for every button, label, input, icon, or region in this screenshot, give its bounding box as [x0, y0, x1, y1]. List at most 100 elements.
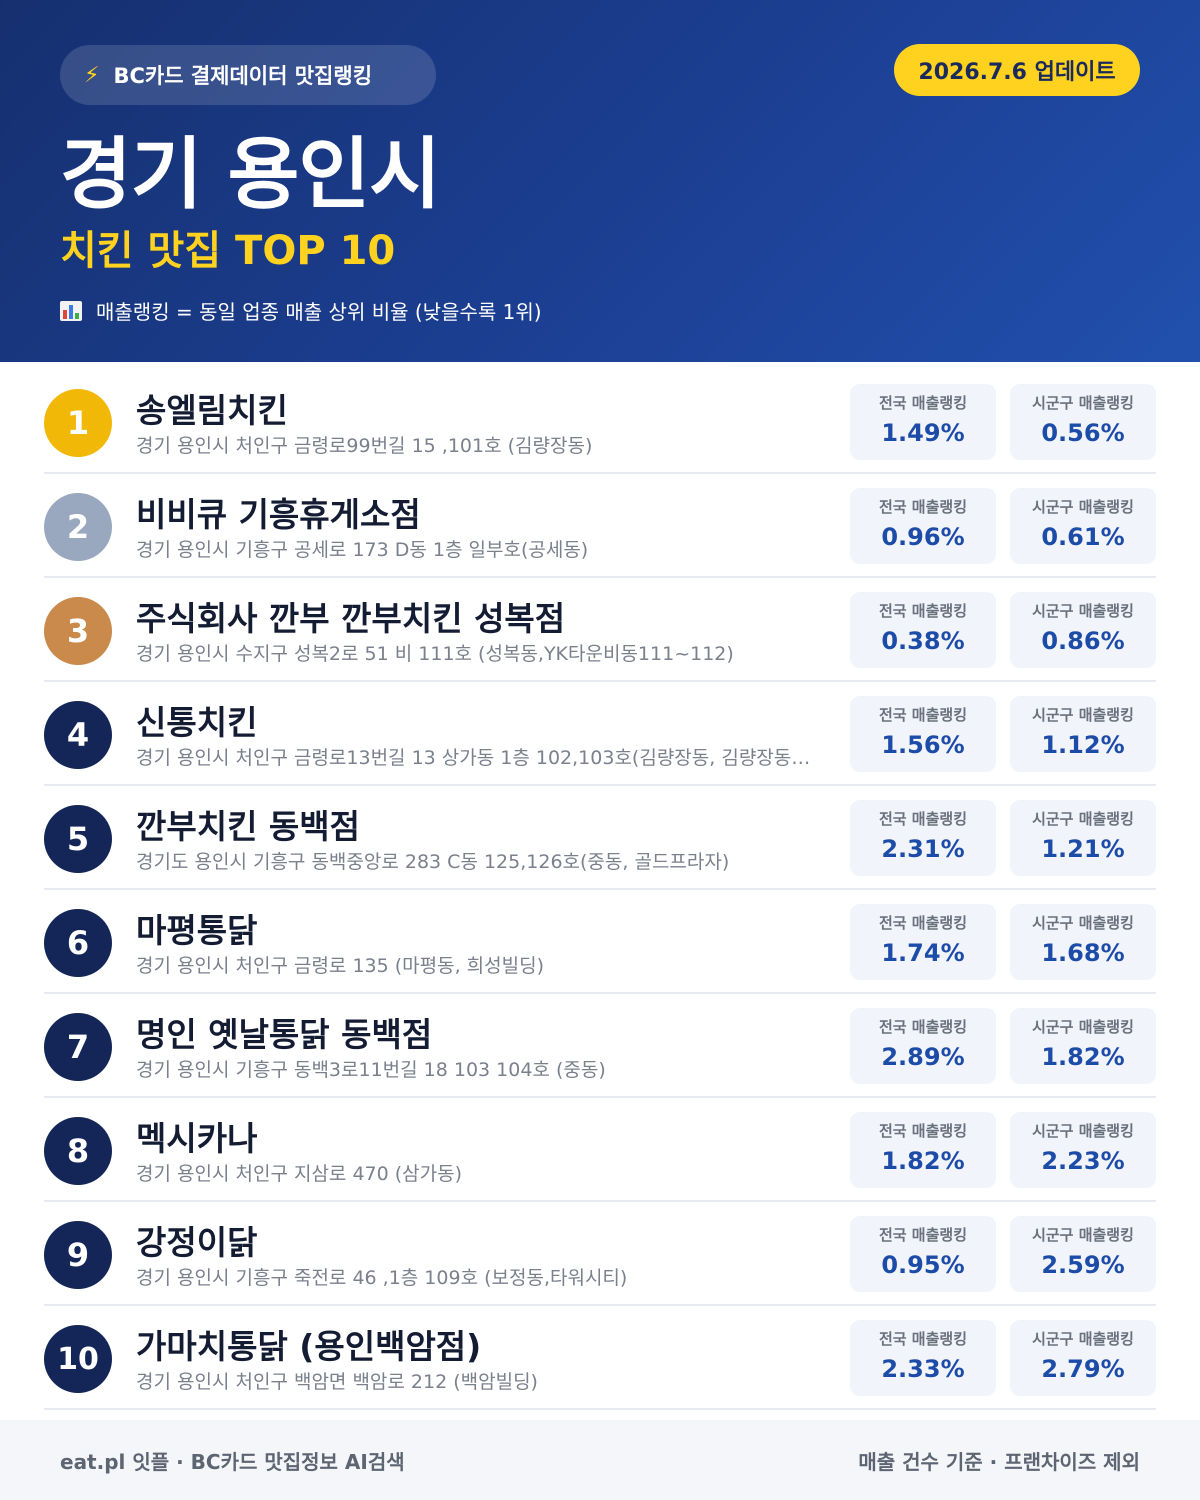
local-rank-label: 시군구 매출랭킹 [1032, 1018, 1134, 1036]
national-rank-label: 전국 매출랭킹 [878, 498, 968, 516]
rank-badge: 1 [44, 389, 112, 457]
national-rank-value: 0.95% [881, 1251, 965, 1279]
bar-chart-icon [60, 300, 82, 321]
local-rank-value: 2.59% [1041, 1251, 1125, 1279]
local-rank-box: 시군구 매출랭킹 0.61% [1010, 488, 1156, 564]
local-rank-label: 시군구 매출랭킹 [1032, 394, 1134, 412]
restaurant-name[interactable]: 명인 옛날통닭 동백점 [136, 1015, 433, 1054]
national-rank-label: 전국 매출랭킹 [878, 602, 968, 620]
national-rank-box: 전국 매출랭킹 1.56% [850, 696, 996, 772]
restaurant-name[interactable]: 강정이닭 [136, 1223, 258, 1262]
rank-badge: 6 [44, 909, 112, 977]
local-rank-box: 시군구 매출랭킹 0.86% [1010, 592, 1156, 668]
local-rank-value: 0.61% [1041, 523, 1125, 551]
restaurant-name[interactable]: 송엘림치킨 [136, 391, 288, 430]
source-badge: ⚡ BC카드 결제데이터 맛집랭킹 [60, 45, 436, 105]
rank-badge: 10 [44, 1325, 112, 1393]
local-rank-label: 시군구 매출랭킹 [1032, 914, 1134, 932]
rank-badge: 4 [44, 701, 112, 769]
national-rank-value: 2.89% [881, 1043, 965, 1071]
local-rank-box: 시군구 매출랭킹 1.21% [1010, 800, 1156, 876]
ranking-row[interactable]: 8 멕시카나 경기 용인시 처인구 지삼로 470 (삼가동) 전국 매출랭킹 1.82… [44, 1098, 1156, 1202]
national-rank-label: 전국 매출랭킹 [878, 1018, 968, 1036]
rank-badge: 2 [44, 493, 112, 561]
local-rank-label: 시군구 매출랭킹 [1032, 1122, 1134, 1140]
national-rank-value: 2.33% [881, 1355, 965, 1383]
rank-badge: 8 [44, 1117, 112, 1185]
national-rank-label: 전국 매출랭킹 [878, 394, 968, 412]
local-rank-value: 1.68% [1041, 939, 1125, 967]
national-rank-box: 전국 매출랭킹 1.74% [850, 904, 996, 980]
restaurant-name[interactable]: 비비큐 기흥휴게소점 [136, 495, 421, 534]
national-rank-box: 전국 매출랭킹 2.89% [850, 1008, 996, 1084]
local-rank-label: 시군구 매출랭킹 [1032, 1330, 1134, 1348]
national-rank-label: 전국 매출랭킹 [878, 914, 968, 932]
national-rank-label: 전국 매출랭킹 [878, 1226, 968, 1244]
restaurant-address: 경기 용인시 처인구 금령로13번길 13 상가동 1층 102,103호(김량… [136, 747, 811, 769]
rank-badge: 3 [44, 597, 112, 665]
restaurant-address: 경기 용인시 처인구 백암면 백암로 212 (백암빌딩) [136, 1371, 538, 1393]
restaurant-name[interactable]: 가마치통닭 (용인백암점) [136, 1327, 482, 1366]
local-rank-value: 0.56% [1041, 419, 1125, 447]
national-rank-value: 2.31% [881, 835, 965, 863]
national-rank-box: 전국 매출랭킹 0.95% [850, 1216, 996, 1292]
national-rank-value: 1.56% [881, 731, 965, 759]
footer: eat.pl 잇플 · BC카드 맛집정보 AI검색 매출 건수 기준 · 프랜… [0, 1420, 1200, 1500]
rank-badge: 7 [44, 1013, 112, 1081]
restaurant-name[interactable]: 주식회사 깐부 깐부치킨 성복점 [136, 599, 566, 638]
ranking-list: 1 송엘림치킨 경기 용인시 처인구 금령로99번길 15 ,101호 (김량장동)… [44, 370, 1156, 1410]
national-rank-value: 1.82% [881, 1147, 965, 1175]
local-rank-box: 시군구 매출랭킹 1.68% [1010, 904, 1156, 980]
ranking-note-text: 매출랭킹 = 동일 업종 매출 상위 비율 (낮을수록 1위) [96, 300, 542, 324]
rank-badge: 5 [44, 805, 112, 873]
restaurant-name[interactable]: 마평통닭 [136, 911, 258, 950]
local-rank-value: 1.12% [1041, 731, 1125, 759]
restaurant-name[interactable]: 멕시카나 [136, 1119, 258, 1158]
local-rank-box: 시군구 매출랭킹 1.82% [1010, 1008, 1156, 1084]
page-subtitle: 치킨 맛집 TOP 10 [60, 228, 396, 274]
local-rank-value: 2.79% [1041, 1355, 1125, 1383]
footer-source: eat.pl 잇플 · BC카드 맛집정보 AI검색 [60, 1449, 405, 1474]
national-rank-label: 전국 매출랭킹 [878, 1330, 968, 1348]
local-rank-box: 시군구 매출랭킹 0.56% [1010, 384, 1156, 460]
local-rank-box: 시군구 매출랭킹 1.12% [1010, 696, 1156, 772]
local-rank-value: 2.23% [1041, 1147, 1125, 1175]
national-rank-box: 전국 매출랭킹 0.38% [850, 592, 996, 668]
ranking-row[interactable]: 10 가마치통닭 (용인백암점) 경기 용인시 처인구 백암면 백암로 212 (백… [44, 1306, 1156, 1410]
lightning-icon: ⚡ [84, 62, 100, 88]
local-rank-value: 1.21% [1041, 835, 1125, 863]
ranking-note: 매출랭킹 = 동일 업종 매출 상위 비율 (낮을수록 1위) [60, 296, 542, 325]
rank-badge: 9 [44, 1221, 112, 1289]
header-banner: ⚡ BC카드 결제데이터 맛집랭킹 2026.7.6 업데이트 경기 용인시 치… [0, 0, 1200, 362]
national-rank-label: 전국 매출랭킹 [878, 706, 968, 724]
restaurant-name[interactable]: 신통치킨 [136, 703, 258, 742]
national-rank-value: 1.49% [881, 419, 965, 447]
ranking-row[interactable]: 3 주식회사 깐부 깐부치킨 성복점 경기 용인시 수지구 성복2로 51 비 11… [44, 578, 1156, 682]
national-rank-box: 전국 매출랭킹 2.31% [850, 800, 996, 876]
restaurant-address: 경기도 용인시 기흥구 동백중앙로 283 C동 125,126호(중동, 골드… [136, 851, 730, 873]
local-rank-label: 시군구 매출랭킹 [1032, 1226, 1134, 1244]
restaurant-address: 경기 용인시 처인구 지삼로 470 (삼가동) [136, 1163, 463, 1185]
national-rank-value: 0.38% [881, 627, 965, 655]
local-rank-label: 시군구 매출랭킹 [1032, 602, 1134, 620]
restaurant-address: 경기 용인시 기흥구 동백3로11번길 18 103 104호 (중동) [136, 1059, 606, 1081]
local-rank-box: 시군구 매출랭킹 2.23% [1010, 1112, 1156, 1188]
update-date-badge: 2026.7.6 업데이트 [894, 44, 1140, 96]
national-rank-value: 0.96% [881, 523, 965, 551]
national-rank-value: 1.74% [881, 939, 965, 967]
ranking-row[interactable]: 1 송엘림치킨 경기 용인시 처인구 금령로99번길 15 ,101호 (김량장동)… [44, 370, 1156, 474]
restaurant-address: 경기 용인시 기흥구 죽전로 46 ,1층 109호 (보정동,타워시티) [136, 1267, 628, 1289]
source-badge-text: BC카드 결제데이터 맛집랭킹 [113, 64, 373, 88]
restaurant-name[interactable]: 깐부치킨 동백점 [136, 807, 361, 846]
national-rank-label: 전국 매출랭킹 [878, 810, 968, 828]
restaurant-address: 경기 용인시 처인구 금령로 135 (마평동, 희성빌딩) [136, 955, 545, 977]
local-rank-label: 시군구 매출랭킹 [1032, 706, 1134, 724]
restaurant-address: 경기 용인시 기흥구 공세로 173 D동 1층 일부호(공세동) [136, 539, 589, 561]
local-rank-box: 시군구 매출랭킹 2.59% [1010, 1216, 1156, 1292]
